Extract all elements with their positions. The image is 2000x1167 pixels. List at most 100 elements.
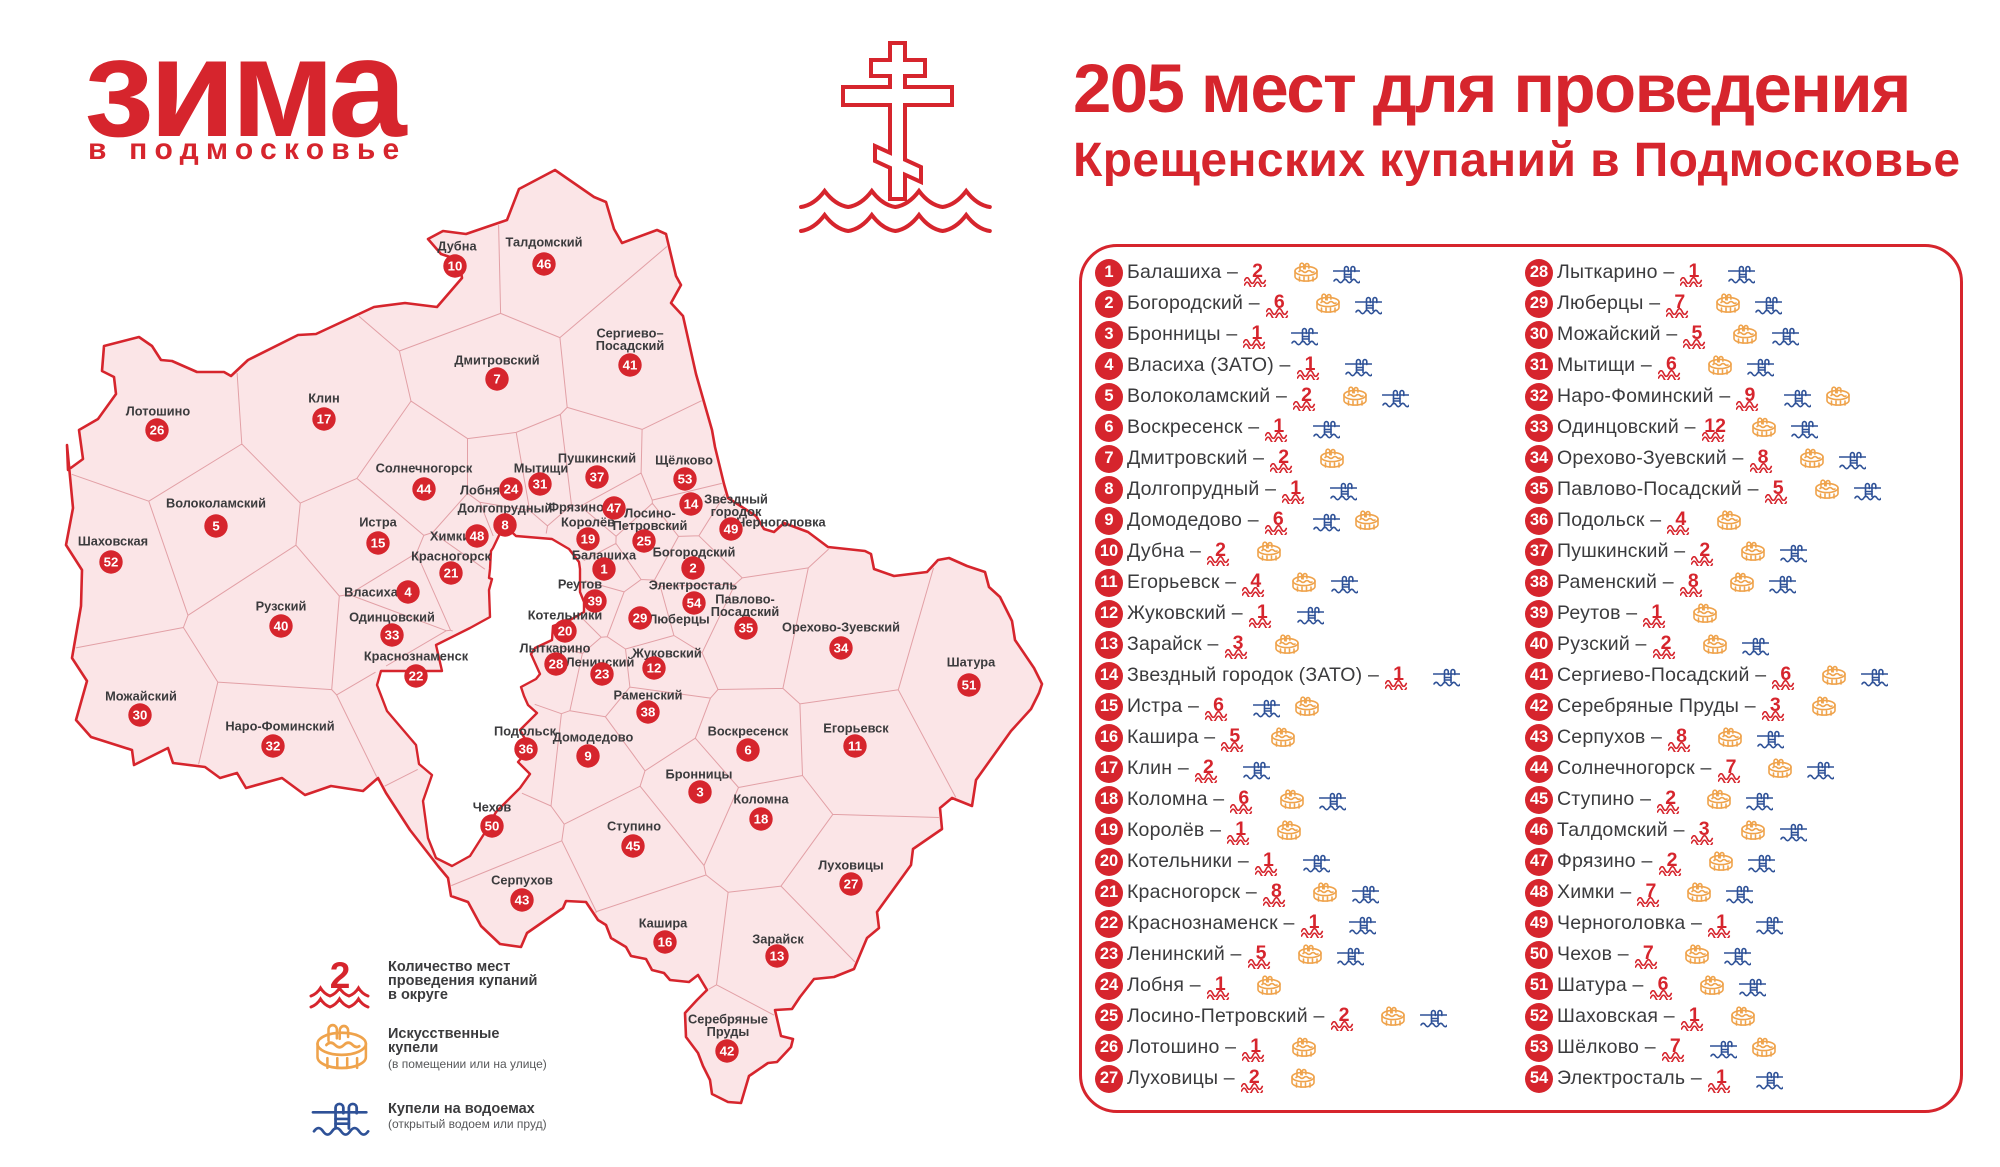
svg-text:13: 13 (770, 949, 785, 964)
svg-text:26: 26 (150, 423, 165, 438)
svg-text:Пушкинский: Пушкинский (558, 451, 636, 466)
svg-text:18: 18 (754, 812, 769, 827)
svg-text:Дубна: Дубна (437, 239, 477, 254)
svg-text:Лыткарино: Лыткарино (520, 641, 591, 656)
svg-text:2: 2 (330, 955, 351, 996)
svg-text:24: 24 (504, 482, 519, 497)
svg-text:34: 34 (834, 641, 849, 656)
svg-text:Раменский: Раменский (613, 688, 682, 703)
svg-text:39: 39 (588, 594, 603, 609)
svg-text:Петровский: Петровский (613, 518, 688, 533)
svg-text:20: 20 (558, 624, 573, 639)
svg-text:3: 3 (696, 785, 703, 800)
svg-text:31: 31 (533, 477, 548, 492)
svg-text:Воскресенск: Воскресенск (708, 724, 789, 739)
svg-text:15: 15 (371, 536, 386, 551)
svg-text:42: 42 (720, 1044, 735, 1059)
svg-text:52: 52 (104, 555, 119, 570)
svg-text:40: 40 (274, 619, 289, 634)
svg-text:Чехов: Чехов (473, 800, 512, 815)
svg-text:Красногорск: Красногорск (411, 549, 491, 564)
svg-text:51: 51 (962, 678, 977, 693)
svg-text:Егорьевск: Егорьевск (823, 721, 889, 736)
svg-text:Шаховская: Шаховская (78, 534, 148, 549)
svg-text:11: 11 (848, 739, 862, 754)
svg-text:22: 22 (409, 669, 424, 684)
svg-text:21: 21 (444, 566, 459, 581)
svg-text:33: 33 (385, 628, 400, 643)
svg-text:Серебряные: Серебряные (688, 1012, 768, 1027)
svg-text:Жуковский: Жуковский (631, 646, 702, 661)
svg-text:Подольск: Подольск (494, 724, 557, 739)
svg-text:Черноголовка: Черноголовка (736, 515, 826, 530)
svg-text:43: 43 (515, 893, 530, 908)
svg-text:49: 49 (724, 522, 739, 537)
svg-text:Лобня: Лобня (460, 483, 500, 498)
svg-text:38: 38 (641, 705, 656, 720)
svg-text:Сергиево–: Сергиево– (596, 326, 663, 341)
svg-text:Домодедово: Домодедово (553, 730, 634, 745)
svg-text:47: 47 (607, 501, 622, 516)
svg-text:Звездный: Звездный (704, 492, 768, 507)
svg-text:Талдомский: Талдомский (505, 235, 582, 250)
svg-text:9: 9 (584, 749, 591, 764)
svg-text:Балашиха: Балашиха (572, 548, 637, 563)
svg-text:50: 50 (485, 819, 500, 834)
svg-text:Краснознаменск: Краснознаменск (364, 649, 469, 664)
svg-text:Реутов: Реутов (558, 577, 602, 592)
svg-text:6: 6 (744, 743, 751, 758)
svg-text:Котельники: Котельники (528, 608, 603, 623)
svg-text:Королёв: Королёв (561, 515, 615, 530)
svg-text:Коломна: Коломна (733, 792, 789, 807)
svg-text:46: 46 (537, 257, 552, 272)
svg-text:30: 30 (133, 708, 148, 723)
svg-text:Кашира: Кашира (639, 916, 688, 931)
svg-text:54: 54 (687, 596, 702, 611)
svg-text:27: 27 (844, 877, 859, 892)
svg-text:Люберцы: Люберцы (648, 612, 709, 627)
svg-text:Власиха: Власиха (344, 585, 399, 600)
svg-text:19: 19 (581, 532, 596, 547)
svg-text:Долгопрудный: Долгопрудный (458, 501, 553, 516)
svg-text:Волоколамский: Волоколамский (166, 496, 266, 511)
svg-text:4: 4 (404, 585, 412, 600)
svg-text:Ступино: Ступино (607, 819, 661, 834)
svg-text:41: 41 (623, 358, 638, 373)
svg-text:17: 17 (317, 412, 332, 427)
svg-text:12: 12 (647, 661, 662, 676)
svg-text:14: 14 (684, 497, 699, 512)
svg-text:Павлово-: Павлово- (715, 592, 775, 607)
svg-text:Посадский: Посадский (711, 604, 779, 619)
svg-text:Дмитровский: Дмитровский (454, 353, 539, 368)
svg-text:Лосино-: Лосино- (624, 506, 675, 521)
svg-text:Посадский: Посадский (596, 338, 664, 353)
svg-text:Богородский: Богородский (653, 545, 736, 560)
svg-text:37: 37 (590, 470, 605, 485)
svg-text:48: 48 (470, 529, 485, 544)
svg-text:Химки: Химки (430, 529, 470, 544)
svg-text:Зарайск: Зарайск (752, 932, 804, 947)
svg-text:Бронницы: Бронницы (666, 767, 733, 782)
svg-text:5: 5 (212, 519, 219, 534)
svg-text:Рузский: Рузский (256, 599, 307, 614)
svg-text:городок: городок (711, 504, 762, 519)
svg-text:Фрязино: Фрязино (548, 500, 604, 515)
svg-text:23: 23 (595, 667, 610, 682)
svg-text:Одинцовский: Одинцовский (349, 610, 435, 625)
svg-text:29: 29 (633, 611, 648, 626)
svg-text:Пруды: Пруды (707, 1024, 750, 1039)
svg-text:53: 53 (678, 472, 693, 487)
svg-text:7: 7 (493, 372, 500, 387)
svg-text:35: 35 (739, 621, 754, 636)
svg-text:Щёлково: Щёлково (655, 453, 713, 468)
svg-text:28: 28 (549, 657, 564, 672)
svg-text:Луховицы: Луховицы (818, 858, 883, 873)
svg-text:Мытищи: Мытищи (514, 461, 568, 476)
svg-text:Наро-Фоминский: Наро-Фоминский (225, 719, 334, 734)
svg-text:Шатура: Шатура (947, 655, 996, 670)
svg-text:Солнечногорск: Солнечногорск (376, 461, 473, 476)
svg-text:2: 2 (689, 561, 696, 576)
svg-text:Истра: Истра (359, 515, 397, 530)
svg-text:Орехово-Зуевский: Орехово-Зуевский (782, 620, 900, 635)
svg-text:Электросталь: Электросталь (649, 578, 738, 593)
